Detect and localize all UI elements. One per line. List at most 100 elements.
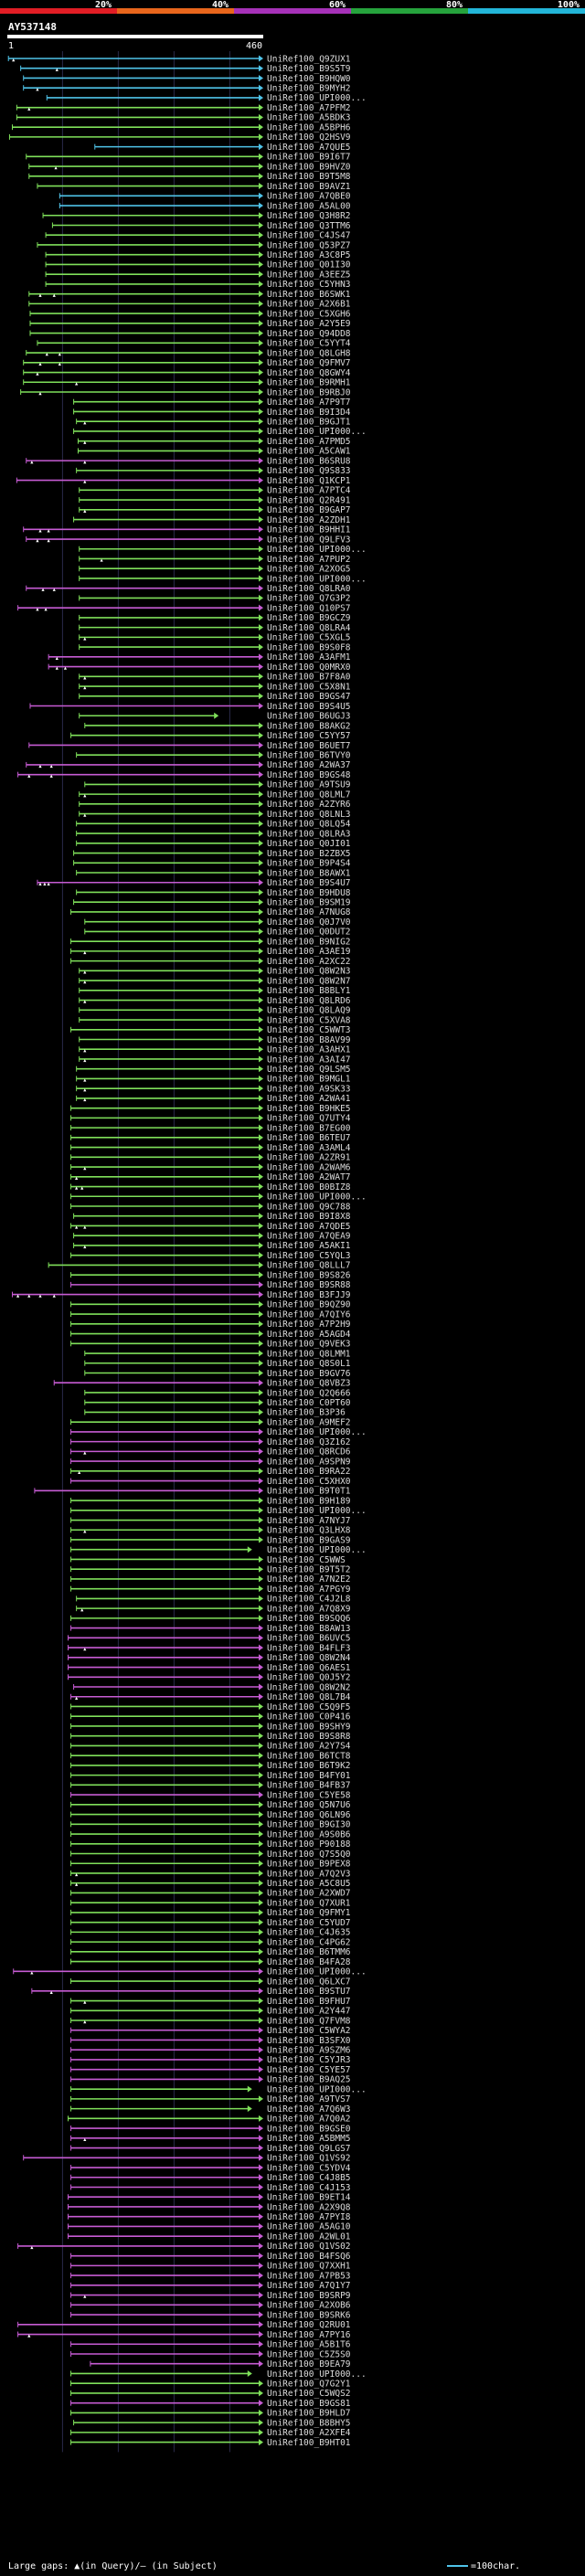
hit-row: UniRef100_Q0J7V0: [84, 917, 351, 928]
hit-row: UniRef100_B8AWX1: [76, 868, 351, 878]
hit-end-arrow: [259, 506, 263, 514]
hit-label: UniRef100_A7PTC4: [267, 486, 351, 496]
hit-label: UniRef100_Q9FMY1: [267, 1908, 351, 1918]
hit-end-arrow: [214, 712, 219, 719]
hit-row: UniRef100_B9HVZ0: [28, 162, 351, 172]
hit-end-arrow: [259, 163, 263, 170]
hit-row: UniRef100_Q0MRX0: [48, 663, 351, 673]
hit-row: UniRef100_A2XWD7: [70, 1889, 351, 1899]
hit-row: UniRef100_B9HT01: [70, 2438, 351, 2448]
hit-end-arrow: [259, 594, 263, 601]
hit-label: UniRef100_A7Q8X9: [267, 1604, 351, 1614]
hit-row: UniRef100_Q3TTM6: [51, 221, 351, 231]
hit-end-arrow: [259, 703, 263, 710]
hit-row: UniRef100_B9HLD7: [70, 2409, 351, 2419]
hit-end-arrow: [259, 1654, 263, 1661]
hit-row: UniRef100_A2Y7S4: [70, 1742, 351, 1752]
hit-label: UniRef100_A7PFM2: [267, 103, 351, 113]
hit-row: UniRef100_B9ET14: [67, 2193, 351, 2203]
hit-row: UniRef100_B9S4U5: [29, 702, 351, 712]
hit-end-arrow: [259, 1702, 263, 1710]
hit-label: UniRef100_Q8LRD6: [267, 996, 351, 1006]
hit-label: UniRef100_A3AML4: [267, 1143, 351, 1153]
hit-end-arrow: [259, 320, 263, 327]
hit-row: UniRef100_A7Q2V3: [70, 1869, 351, 1879]
hit-row: UniRef100_A7PUP2: [79, 555, 351, 565]
hit-row: UniRef100_Q8LQ54: [76, 820, 351, 830]
hit-end-arrow: [259, 1565, 263, 1573]
hit-row: UniRef100_Q7G3P2: [79, 594, 351, 604]
hit-row: UniRef100_Q6LXC7: [70, 1977, 351, 1987]
hit-label: UniRef100_B7F8A0: [267, 673, 351, 683]
gap-marker: [83, 1648, 87, 1651]
hit-end-arrow: [259, 231, 263, 239]
hit-label: UniRef100_A5AL00: [267, 201, 351, 211]
hit-row: UniRef100_Q8LLL7: [48, 1261, 351, 1271]
hit-end-arrow: [259, 2017, 263, 2024]
hit-end-arrow: [259, 477, 263, 484]
hit-row: UniRef100_Q9VEK3: [70, 1340, 351, 1350]
hit-end-arrow: [259, 1791, 263, 1798]
hit-label: UniRef100_B9AVZ1: [267, 182, 351, 192]
hit-label: UniRef100_A5AKI1: [267, 1241, 351, 1251]
hit-row: UniRef100_C0P416: [70, 1712, 351, 1723]
hit-end-arrow: [259, 1830, 263, 1838]
hit-end-arrow: [259, 74, 263, 81]
hit-label: UniRef100_B4FLF3: [267, 1643, 351, 1653]
hit-row: UniRef100_B6UVC5: [67, 1634, 351, 1644]
hit-label: UniRef100_Q8GWY4: [267, 368, 351, 378]
hit-label: UniRef100_A2XFE4: [267, 2428, 351, 2438]
hit-row: UniRef100_A7Q6W3: [70, 2104, 351, 2115]
hit-end-arrow: [259, 1173, 263, 1181]
hit-end-arrow: [259, 339, 263, 346]
hit-end-arrow: [259, 1055, 263, 1063]
hit-end-arrow: [259, 123, 263, 131]
hit-end-arrow: [259, 683, 263, 690]
hit-label: UniRef100_C5XGH6: [267, 309, 351, 319]
hit-end-arrow: [259, 928, 263, 935]
hit-label: UniRef100_C4J8B5: [267, 2173, 351, 2183]
hit-row: UniRef100_C5WWS: [70, 1555, 346, 1565]
hit-row: UniRef100_B9STU7: [31, 1987, 351, 1997]
gap-marker: [55, 656, 58, 661]
hit-row: UniRef100_C5YE58: [70, 1790, 351, 1800]
hit-row: UniRef100_Q10PS7: [17, 603, 351, 613]
gap-marker: [83, 1097, 87, 1102]
hit-end-arrow: [259, 2036, 263, 2043]
hit-label: UniRef100_Q0J7V0: [267, 917, 351, 928]
hit-label: UniRef100_UPI000...: [267, 574, 367, 584]
hit-end-arrow: [259, 330, 263, 337]
hit-label: UniRef100_Q9LFV3: [267, 535, 351, 545]
hit-end-arrow: [259, 1889, 263, 1896]
hit-end-arrow: [259, 1948, 263, 1956]
hit-end-arrow: [259, 310, 263, 317]
hit-row: UniRef100_B4FSQ6: [70, 2252, 351, 2262]
hit-row: UniRef100_C5XGH6: [29, 309, 351, 319]
hit-end-arrow: [259, 359, 263, 366]
gap-marker: [47, 539, 50, 543]
hit-label: UniRef100_B9GS48: [267, 770, 351, 780]
hit-row: UniRef100_B3FJJ9: [11, 1290, 351, 1300]
hit-row: UniRef100_A7NYJ7: [70, 1516, 351, 1526]
hit-label: UniRef100_A2ZYR6: [267, 800, 351, 810]
hit-row: UniRef100_C5WYA2: [70, 2026, 351, 2036]
hit-end-arrow: [259, 1438, 263, 1446]
hit-label: UniRef100_Q9S833: [267, 466, 351, 476]
hit-label: UniRef100_A5AGD4: [267, 1330, 351, 1340]
hit-row: UniRef100_B8AV99: [79, 1035, 351, 1045]
hit-label: UniRef100_Q7XXH1: [267, 2262, 351, 2272]
hit-end-arrow: [259, 1811, 263, 1818]
hit-end-arrow: [259, 643, 263, 651]
hit-row: UniRef100_Q7FVM8: [70, 2016, 351, 2026]
hit-end-arrow: [259, 1928, 263, 1935]
hit-row: UniRef100_C4J2L8: [76, 1595, 351, 1605]
gap-marker: [75, 1225, 79, 1229]
hit-end-arrow: [259, 1625, 263, 1632]
hit-row: UniRef100_Q9LSM5: [76, 1065, 351, 1075]
hit-row: UniRef100_Q3Z162: [70, 1437, 351, 1447]
hit-row: UniRef100_A2X9Q8: [67, 2202, 351, 2212]
hit-end-arrow: [259, 1458, 263, 1465]
hit-label: UniRef100_B9S4U5: [267, 702, 351, 712]
hit-label: UniRef100_A3AE19: [267, 947, 351, 957]
hit-row: UniRef100_B9GCZ9: [79, 613, 351, 623]
